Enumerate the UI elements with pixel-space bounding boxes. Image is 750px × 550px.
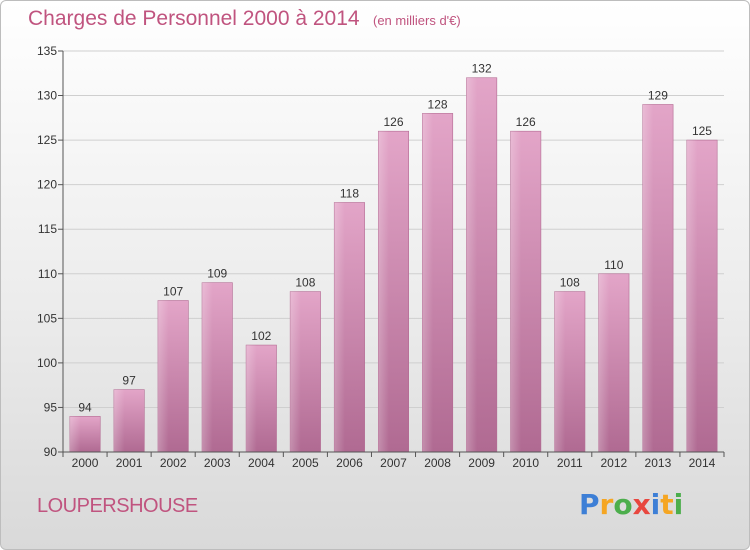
bar-highlight-2012 xyxy=(598,273,610,452)
bar-highlight-2006 xyxy=(334,202,345,452)
logo-letter: x xyxy=(632,488,651,521)
bar-highlight-2013 xyxy=(642,104,654,452)
bar-highlight-2005 xyxy=(290,291,301,452)
bar-highlight-2007 xyxy=(378,131,389,452)
x-tick-label: 2008 xyxy=(424,456,451,470)
proxiti-logo: Proxiti xyxy=(579,488,683,521)
bar-value-label: 118 xyxy=(340,186,359,200)
y-tick-label: 130 xyxy=(37,89,57,103)
x-tick-label: 2013 xyxy=(645,456,672,470)
bar-value-label: 94 xyxy=(78,400,92,414)
x-tick-label: 2010 xyxy=(512,456,539,470)
bar-highlight-2014 xyxy=(686,140,698,452)
x-tick-label: 2012 xyxy=(600,456,627,470)
bar-value-label: 129 xyxy=(648,88,668,102)
x-tick-label: 2005 xyxy=(292,456,319,470)
bar-highlight-2001 xyxy=(113,389,125,452)
bar-highlight-2003 xyxy=(202,282,213,452)
logo-letter: o xyxy=(613,488,633,521)
bar-highlight-2004 xyxy=(246,345,257,452)
x-tick-label: 2006 xyxy=(336,456,363,470)
bar-value-label: 126 xyxy=(516,115,536,129)
x-tick-label: 2002 xyxy=(160,456,187,470)
bar-value-label: 125 xyxy=(692,124,712,138)
bar-value-label: 128 xyxy=(428,97,448,111)
y-tick-label: 115 xyxy=(38,222,57,236)
bar-value-label: 108 xyxy=(560,276,580,290)
y-tick-label: 95 xyxy=(44,400,58,414)
location-name: LOUPERSHOUSE xyxy=(37,495,198,517)
x-tick-label: 2014 xyxy=(689,456,716,470)
bar-value-label: 109 xyxy=(207,267,227,281)
y-tick-label: 135 xyxy=(37,44,57,58)
bar-value-label: 107 xyxy=(163,285,183,299)
bar-highlight-2000 xyxy=(69,416,81,452)
x-tick-label: 2007 xyxy=(380,456,407,470)
bar-highlight-2011 xyxy=(554,291,566,452)
bar-highlight-2009 xyxy=(466,77,478,452)
y-tick-label: 110 xyxy=(38,267,57,281)
y-tick-label: 105 xyxy=(37,311,57,325)
bar-value-label: 132 xyxy=(472,62,492,76)
logo-letter: i xyxy=(650,488,661,521)
y-tick-label: 100 xyxy=(37,356,57,370)
x-tick-label: 2001 xyxy=(116,456,143,470)
bar-highlight-2010 xyxy=(510,131,522,452)
x-tick-label: 2009 xyxy=(468,456,495,470)
bar-highlight-2002 xyxy=(157,300,169,452)
bar-value-label: 110 xyxy=(604,258,623,272)
y-tick-label: 125 xyxy=(37,133,57,147)
bar-value-label: 126 xyxy=(383,115,403,129)
y-tick-label: 120 xyxy=(37,178,57,192)
bar-value-label: 97 xyxy=(122,374,136,388)
chart-subtitle: (en milliers d'€) xyxy=(373,13,461,28)
chart-title: Charges de Personnel 2000 à 2014 xyxy=(28,7,360,30)
logo-letter: i xyxy=(673,488,684,521)
bar-value-label: 102 xyxy=(251,329,271,343)
x-tick-label: 2004 xyxy=(248,456,275,470)
logo-letter: t xyxy=(660,488,674,521)
x-tick-label: 2000 xyxy=(72,456,99,470)
x-tick-label: 2003 xyxy=(204,456,231,470)
y-tick-label: 90 xyxy=(44,445,58,459)
logo-letter: P xyxy=(579,488,600,521)
bar-value-label: 108 xyxy=(295,276,315,290)
x-tick-label: 2011 xyxy=(557,456,583,470)
logo-letter: r xyxy=(599,488,614,521)
bar-highlight-2008 xyxy=(422,113,434,452)
